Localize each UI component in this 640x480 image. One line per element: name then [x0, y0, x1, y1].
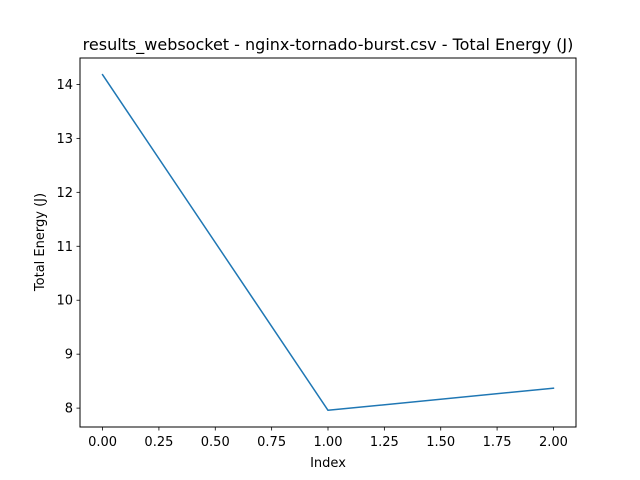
y-tick-label: 13	[56, 132, 73, 147]
x-tick-label: 1.25	[370, 435, 399, 450]
x-tick-label: 0.50	[201, 435, 230, 450]
y-tick-label: 11	[56, 240, 73, 255]
series-line	[101, 73, 555, 412]
x-tick-label: 1.00	[314, 435, 343, 450]
x-tick-label: 0.00	[88, 435, 117, 450]
y-axis: 8 9 10 11 12 13 14	[56, 78, 80, 417]
y-tick-label: 9	[65, 348, 73, 363]
x-tick-label: 2.00	[539, 435, 568, 450]
plot-area	[101, 73, 555, 412]
x-axis-label: Index	[310, 456, 346, 471]
x-tick-label: 1.75	[483, 435, 512, 450]
y-tick-label: 8	[65, 402, 73, 417]
chart-title: results_websocket - nginx-tornado-burst.…	[83, 35, 574, 55]
x-tick-label: 0.75	[257, 435, 286, 450]
y-tick-label: 12	[56, 186, 73, 201]
x-tick-label: 0.25	[144, 435, 173, 450]
axes-frame	[79, 57, 577, 428]
x-tick-label: 1.50	[426, 435, 455, 450]
x-axis: 0.00 0.25 0.50 0.75 1.00 1.25 1.50 1.75 2.00	[88, 427, 568, 450]
y-axis-label: Total Energy (J)	[33, 193, 48, 292]
y-tick-label: 14	[56, 78, 73, 93]
y-tick-label: 10	[56, 294, 73, 309]
